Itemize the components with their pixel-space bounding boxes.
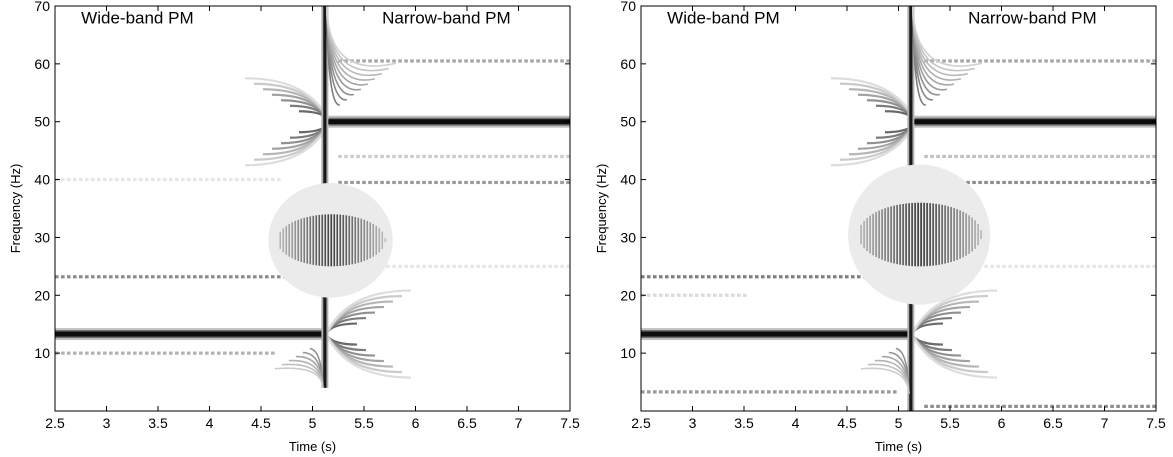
x-tick-label: 4.5 — [837, 415, 857, 431]
ridge-39.5hz — [338, 180, 570, 185]
ridge-40hz — [55, 177, 281, 182]
x-tick-label: 4.5 — [251, 415, 271, 431]
x-tick-label: 4 — [792, 415, 800, 431]
y-tick-label: 60 — [620, 56, 636, 72]
x-tick-label: 6 — [998, 415, 1006, 431]
y-tick-label: 40 — [620, 172, 636, 188]
x-tick-label: 7 — [515, 415, 523, 431]
x-tick-label: 3.5 — [734, 415, 754, 431]
annotation-label: Wide-band PM — [81, 8, 193, 27]
annotation-label: Narrow-band PM — [968, 8, 1096, 27]
x-tick-label: 5.5 — [940, 415, 960, 431]
x-tick-label: 2.5 — [631, 415, 651, 431]
x-tick-label: 7 — [1101, 415, 1109, 431]
x-tick-label: 4 — [206, 415, 214, 431]
interference-blob — [848, 164, 991, 305]
x-tick-label: 5 — [309, 415, 317, 431]
y-tick-label: 30 — [620, 229, 636, 245]
y-tick-label: 20 — [620, 287, 636, 303]
ridge-10hz — [55, 351, 275, 355]
spectrogram-panel-left: 2.5 3 3.5 4 4.5 5 5.5 6 6.5 7 7.5 10 20 30 40 50 60 70 Tim… — [0, 0, 586, 457]
annotation-label: Narrow-band PM — [382, 8, 511, 27]
ridge-3.3hz — [641, 390, 897, 394]
ridge-44hz — [338, 154, 570, 159]
x-tick-label: 3 — [689, 415, 697, 431]
x-tick-label: 6 — [412, 415, 420, 431]
x-tick-label: 5 — [895, 415, 903, 431]
chart-svg: 2.5 3 3.5 4 4.5 5 5.5 6 6.5 7 7.5 10 20 30 40 50 60 70 Tim… — [8, 0, 580, 454]
x-tick-label: 3 — [103, 415, 111, 431]
annotation-label: Wide-band PM — [667, 8, 779, 27]
y-tick-label: 50 — [34, 114, 50, 130]
ridge-44hz — [924, 154, 1156, 159]
y-tick-label: 10 — [620, 345, 636, 361]
y-tick-label: 40 — [34, 172, 50, 188]
ridge-23.2hz — [641, 275, 903, 279]
ridge-13.3hz — [641, 289, 997, 379]
x-axis-label: Time (s) — [875, 439, 922, 454]
y-tick-label: 30 — [34, 229, 50, 245]
x-tick-label: 6.5 — [457, 415, 477, 431]
y-axis-label: Frequency (Hz) — [594, 164, 609, 254]
x-tick-label: 7.5 — [560, 415, 580, 431]
y-tick-label: 20 — [34, 287, 50, 303]
interference-blob — [268, 183, 393, 298]
x-tick-label: 7.5 — [1146, 415, 1166, 431]
spectrogram-panel-right: 2.5 3 3.5 4 4.5 5 5.5 6 6.5 7 7.5 10 20 30 40 50 60 70 Tim… — [586, 0, 1172, 457]
ridge-0.8hz — [924, 404, 1156, 408]
y-tick-label: 60 — [34, 56, 50, 72]
y-tick-label: 50 — [620, 114, 636, 130]
x-tick-label: 5.5 — [354, 415, 374, 431]
y-axis-label: Frequency (Hz) — [8, 164, 23, 254]
y-tick-label: 10 — [34, 345, 50, 361]
y-tick-label: 70 — [620, 0, 636, 14]
chart-svg: 2.5 3 3.5 4 4.5 5 5.5 6 6.5 7 7.5 10 20 30 40 50 60 70 Tim… — [594, 0, 1166, 454]
x-axis-label: Time (s) — [289, 439, 336, 454]
y-tick-label: 70 — [34, 0, 50, 14]
x-tick-label: 3.5 — [148, 415, 168, 431]
ridge-13.3hz — [55, 289, 411, 379]
x-tick-label: 6.5 — [1043, 415, 1063, 431]
x-tick-label: 2.5 — [45, 415, 65, 431]
